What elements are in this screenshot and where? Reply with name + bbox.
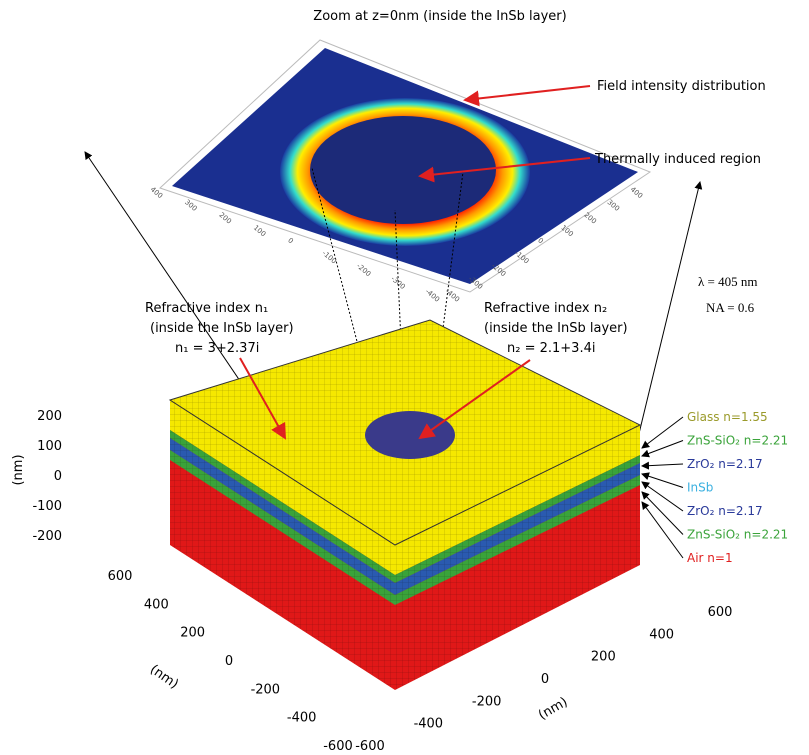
- title: Zoom at z=0nm (inside the InSb layer): [313, 9, 566, 24]
- y-tick-label: 400: [649, 627, 674, 642]
- legend-arrow: [642, 502, 683, 558]
- y-tick-label: -400: [414, 717, 444, 732]
- index1-title: Refractive index n₁: [145, 301, 268, 316]
- legend-arrow: [642, 474, 683, 488]
- x-axis-label: (nm): [147, 662, 181, 692]
- layer-label: ZrO₂ n=2.17: [687, 457, 763, 471]
- layer-label: ZnS-SiO₂ n=2.21: [687, 434, 788, 448]
- y-axis-label: (nm): [536, 695, 570, 724]
- annotation: Field intensity distribution: [597, 79, 766, 94]
- x-tick-label: 0: [225, 654, 233, 669]
- index2-value: n₂ = 2.1+3.4i: [507, 341, 595, 356]
- z-axis-label: (nm): [11, 454, 26, 485]
- figure: Zoom at z=0nm (inside the InSb layer) Fi…: [0, 0, 809, 755]
- layer-label: Glass n=1.55: [687, 410, 768, 424]
- index2-title: Refractive index n₂: [484, 301, 607, 316]
- arrow: [465, 86, 590, 100]
- plane-tick: -400: [424, 287, 441, 303]
- y-tick-label: 600: [708, 605, 733, 620]
- legend-arrow: [642, 464, 683, 466]
- x-tick-label: -200: [251, 682, 281, 697]
- legend-arrow: [642, 482, 683, 511]
- layer-label: ZnS-SiO₂ n=2.21: [687, 528, 788, 542]
- plane-tick: 0: [286, 236, 295, 245]
- x-tick-label: 400: [144, 597, 169, 612]
- plane-tick: -100: [321, 249, 338, 265]
- plane-tick: 200: [217, 211, 232, 226]
- index2-note: (inside the InSb layer): [484, 321, 628, 336]
- plane-tick: -200: [355, 262, 372, 278]
- legend-arrow: [642, 492, 683, 535]
- annotation: Thermally induced region: [594, 152, 761, 167]
- y-tick-label: -200: [472, 694, 502, 709]
- z-tick-label: 100: [37, 439, 62, 454]
- plane-tick: 100: [252, 224, 267, 239]
- x-tick-label: 200: [180, 626, 205, 641]
- y-tick-label: -600: [355, 739, 385, 754]
- index1-note: (inside the InSb layer): [150, 321, 294, 336]
- layer-label: ZrO₂ n=2.17: [687, 504, 763, 518]
- z-tick-label: -200: [32, 529, 62, 544]
- layer-label: InSb: [687, 481, 713, 495]
- plane-tick: 200: [582, 211, 597, 226]
- plane-tick: 300: [606, 198, 621, 213]
- layer-label: Air n=1: [687, 551, 733, 565]
- wavelength: λ = 405 nm: [698, 274, 758, 289]
- y-tick-label: 0: [541, 672, 549, 687]
- z-tick-label: 200: [37, 409, 62, 424]
- z-tick-label: 0: [54, 469, 62, 484]
- plane-tick: -300: [389, 275, 406, 291]
- x-tick-label: -600: [323, 739, 353, 754]
- z-tick-label: -100: [32, 499, 62, 514]
- x-tick-label: -400: [287, 711, 317, 726]
- y-tick-label: 200: [591, 650, 616, 665]
- plane-tick: 100: [559, 224, 574, 239]
- numerical-aperture: NA = 0.6: [706, 300, 755, 315]
- x-tick-label: 600: [108, 569, 133, 584]
- thermal-spot: [365, 411, 455, 459]
- index1-value: n₁ = 3+2.37i: [175, 341, 259, 356]
- plane-tick: 400: [629, 185, 644, 200]
